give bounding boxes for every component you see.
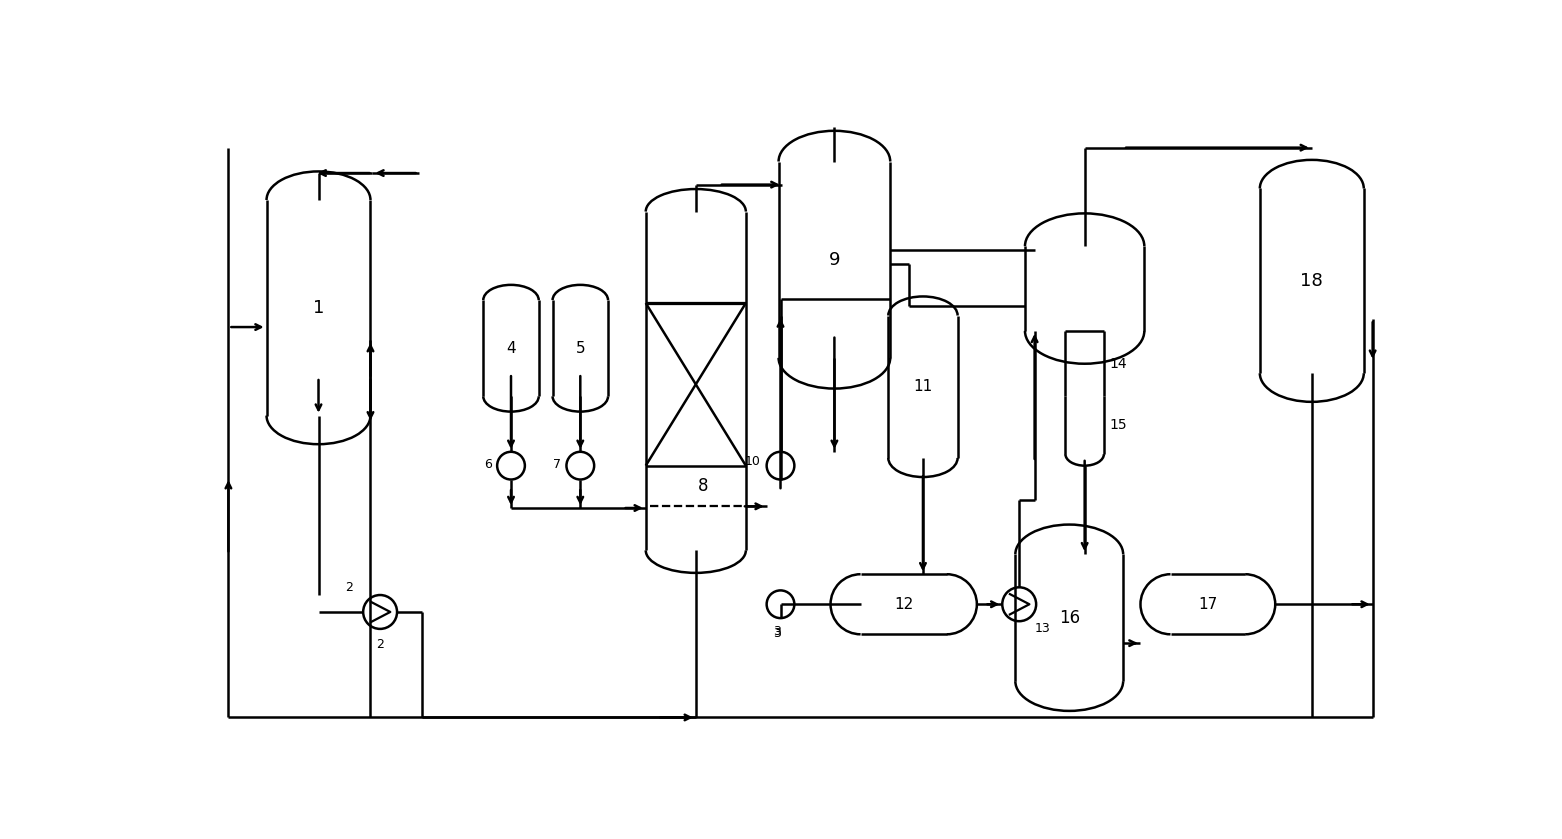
Text: 3: 3 [773, 627, 781, 640]
Text: 10: 10 [745, 456, 761, 468]
Text: 3: 3 [773, 626, 781, 638]
Text: 5: 5 [575, 341, 586, 356]
Text: 6: 6 [484, 457, 492, 471]
Text: 9: 9 [829, 251, 840, 268]
Text: 4: 4 [506, 341, 515, 356]
Text: 12: 12 [893, 597, 914, 612]
Text: 2: 2 [376, 638, 384, 651]
Text: 8: 8 [698, 477, 709, 495]
Text: 16: 16 [1059, 609, 1079, 627]
Text: 18: 18 [1301, 272, 1323, 289]
Text: 1: 1 [312, 299, 325, 317]
Text: 13: 13 [1034, 623, 1050, 635]
Text: 2: 2 [345, 581, 353, 594]
Text: 7: 7 [553, 457, 561, 471]
Text: 15: 15 [1109, 418, 1126, 432]
Text: 17: 17 [1198, 597, 1217, 612]
Text: 11: 11 [914, 379, 933, 394]
Text: 14: 14 [1109, 357, 1126, 371]
